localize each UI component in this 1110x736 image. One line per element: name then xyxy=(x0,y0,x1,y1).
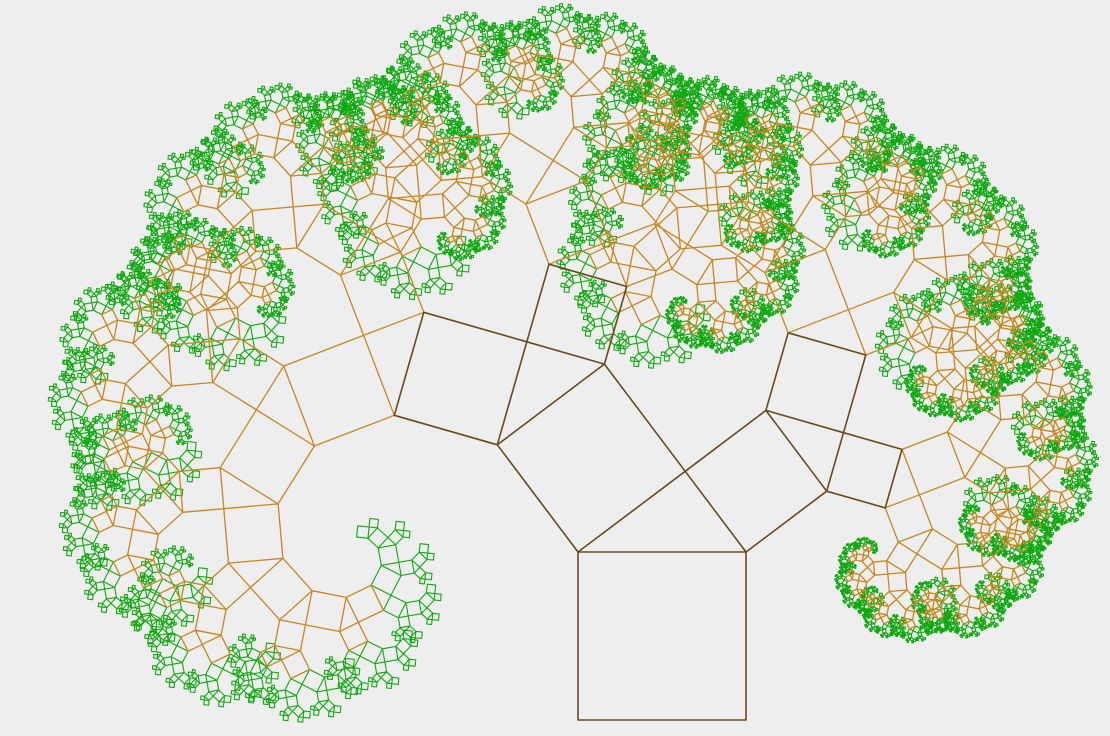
trunk-squares xyxy=(393,263,903,721)
branch-squares xyxy=(80,27,1081,680)
branch-layer xyxy=(80,27,1081,680)
leaf-squares xyxy=(47,2,1100,723)
trunk-layer xyxy=(393,263,903,721)
leaf-layer xyxy=(47,2,1100,723)
